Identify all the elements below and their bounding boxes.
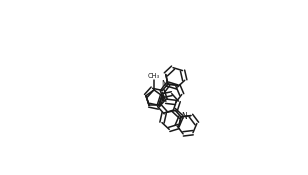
Text: N: N [161, 80, 167, 89]
Text: CH₃: CH₃ [148, 73, 160, 79]
Text: N: N [182, 112, 188, 121]
